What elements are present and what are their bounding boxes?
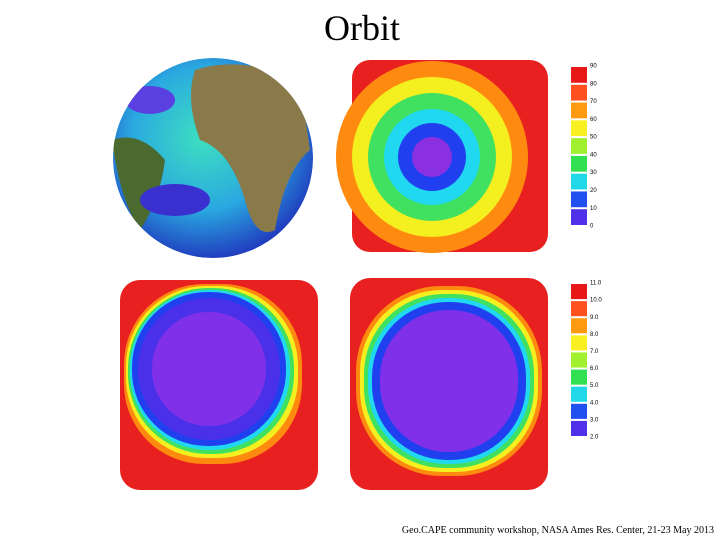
map-bottom-left [120,280,318,490]
colorbar-label: 4.0 [590,400,599,406]
color-swatch [571,284,587,300]
color-swatch [571,420,587,436]
footer: Geo.CAPE community workshop, NASA Ames R… [402,525,714,536]
title: Orbit [324,8,400,48]
ring [380,310,518,452]
color-swatch [571,318,587,334]
colorbar-label: 9.0 [590,315,599,321]
colorbar-label: 20 [590,188,597,194]
ring [412,137,452,177]
color-swatch [571,84,587,101]
color-swatch [571,138,587,154]
color-swatch [571,209,587,225]
colorbar-label: 40 [590,152,597,158]
color-swatch [571,67,587,83]
colorbar-label: 0 [590,224,594,230]
colorbar-label: 10.0 [590,298,602,304]
color-swatch [571,301,587,317]
color-swatch [571,386,587,402]
colorbar-label: 30 [590,170,597,176]
ring [152,312,266,426]
color-swatch [571,335,587,351]
colorbar-label: 7.0 [590,349,599,355]
ocean-low [125,86,175,114]
ocean-low [140,184,210,216]
color-swatch [571,403,587,419]
colorbar: 90 80 70 60 50 40 30 20 10 0 [571,64,597,230]
colorbar-label: 5.0 [590,383,599,389]
color-swatch [571,155,587,172]
color-swatch [571,120,587,137]
colorbar-label: 3.0 [590,417,599,423]
colorbar-label: 60 [590,117,597,123]
color-swatch [571,352,587,368]
colorbar-label: 2.0 [590,435,599,441]
colorbar-label: 50 [590,135,597,141]
colorbar-label: 70 [590,99,597,105]
globe-image [113,58,313,258]
colorbar-label: 8.0 [590,332,599,338]
africa [191,64,310,232]
colorbar-label: 90 [590,64,597,70]
colorbar-label: 6.0 [590,366,599,372]
color-swatch [571,191,587,208]
color-swatch [571,369,587,385]
map-bottom-right [350,278,548,490]
colorbar-label: 11.0 [590,281,602,287]
map-top [336,60,548,253]
colorbar: 11.0 10.0 9.0 8.0 7.0 6.0 5.0 4.0 3.0 2.0 [571,281,602,441]
colorbar-label: 80 [590,81,597,87]
color-swatch [571,173,587,190]
color-swatch [571,102,587,119]
colorbar-label: 10 [590,206,597,212]
